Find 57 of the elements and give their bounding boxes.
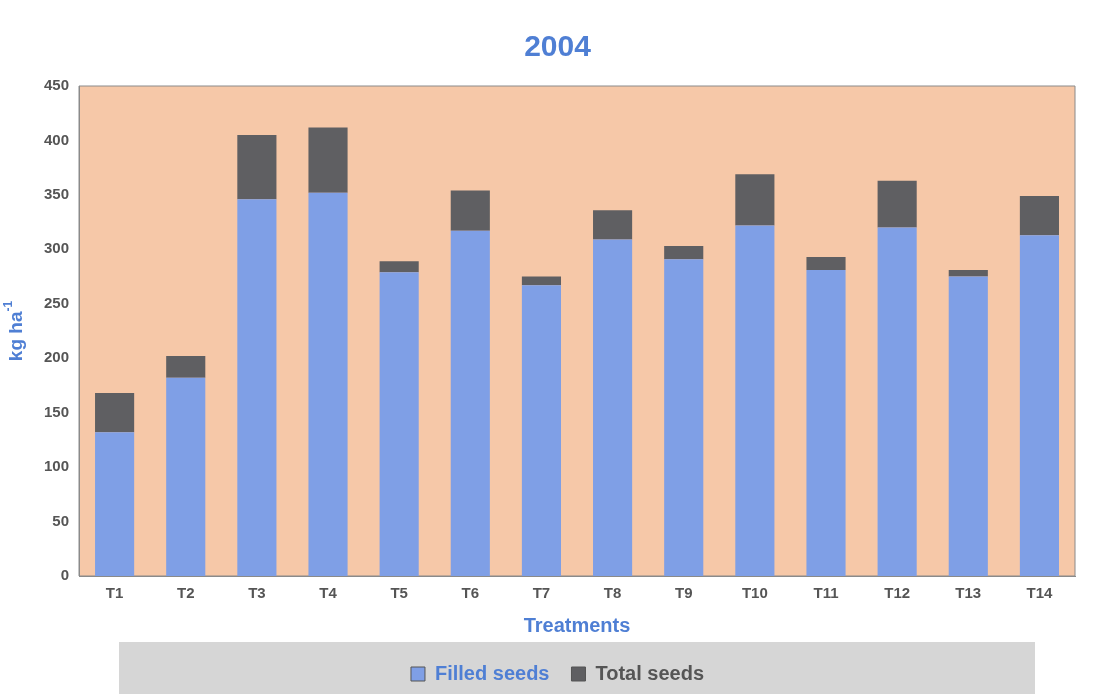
bar <box>664 259 704 576</box>
x-tick-label: T7 <box>532 584 551 602</box>
bar <box>95 393 135 433</box>
bar <box>521 276 562 286</box>
bar <box>379 261 419 273</box>
x-tick-label: T13 <box>955 584 982 602</box>
x-tick-label: T5 <box>390 584 408 602</box>
bar <box>237 199 277 576</box>
y-tick-label: 450 <box>44 76 70 94</box>
y-tick-label: 350 <box>44 185 70 203</box>
y-tick-label: 250 <box>44 293 70 311</box>
bar <box>1019 235 1059 576</box>
x-tick-label: T2 <box>176 584 195 602</box>
x-tick-label: T3 <box>248 584 266 602</box>
bar <box>806 256 846 271</box>
y-tick-label: 300 <box>44 239 70 257</box>
bar <box>877 180 917 228</box>
y-tick-label: 0 <box>60 566 70 584</box>
bar <box>877 227 917 576</box>
y-tick-label: 150 <box>44 402 70 420</box>
bar <box>1019 195 1059 236</box>
chart-title: 2004 <box>524 29 592 63</box>
x-tick-label: T9 <box>674 584 693 602</box>
y-tick-label: 200 <box>44 348 70 366</box>
y-tick-label: 50 <box>52 511 70 529</box>
bar <box>806 270 846 576</box>
bar <box>521 285 562 576</box>
x-tick-label: T6 <box>461 584 480 602</box>
bar <box>664 246 704 260</box>
y-tick-label: 400 <box>44 130 70 148</box>
bar <box>308 127 348 193</box>
bar <box>166 356 206 378</box>
y-axis-title: kg ha-1 <box>1 300 27 362</box>
bar <box>948 276 988 576</box>
legend-label: Filled seeds <box>434 661 550 684</box>
x-tick-label: T10 <box>741 584 768 602</box>
x-tick-label: T11 <box>813 584 839 602</box>
x-tick-label: T4 <box>319 584 338 602</box>
legend-label: Total seeds <box>595 661 705 684</box>
bar <box>379 272 419 576</box>
bar <box>95 432 135 576</box>
bar <box>593 210 633 240</box>
x-axis-title: Treatments <box>523 613 631 636</box>
bar <box>735 225 775 576</box>
bar <box>735 174 775 226</box>
x-tick-label: T12 <box>884 584 911 602</box>
x-tick-label: T14 <box>1026 584 1053 602</box>
y-tick-label: 100 <box>44 457 70 475</box>
bar <box>948 270 988 277</box>
bar <box>237 135 277 200</box>
bar <box>166 377 206 576</box>
x-tick-label: T1 <box>105 584 124 602</box>
bar <box>308 192 348 576</box>
bar <box>450 190 490 231</box>
bar <box>593 239 633 576</box>
x-tick-label: T8 <box>603 584 622 602</box>
bar <box>450 230 490 576</box>
